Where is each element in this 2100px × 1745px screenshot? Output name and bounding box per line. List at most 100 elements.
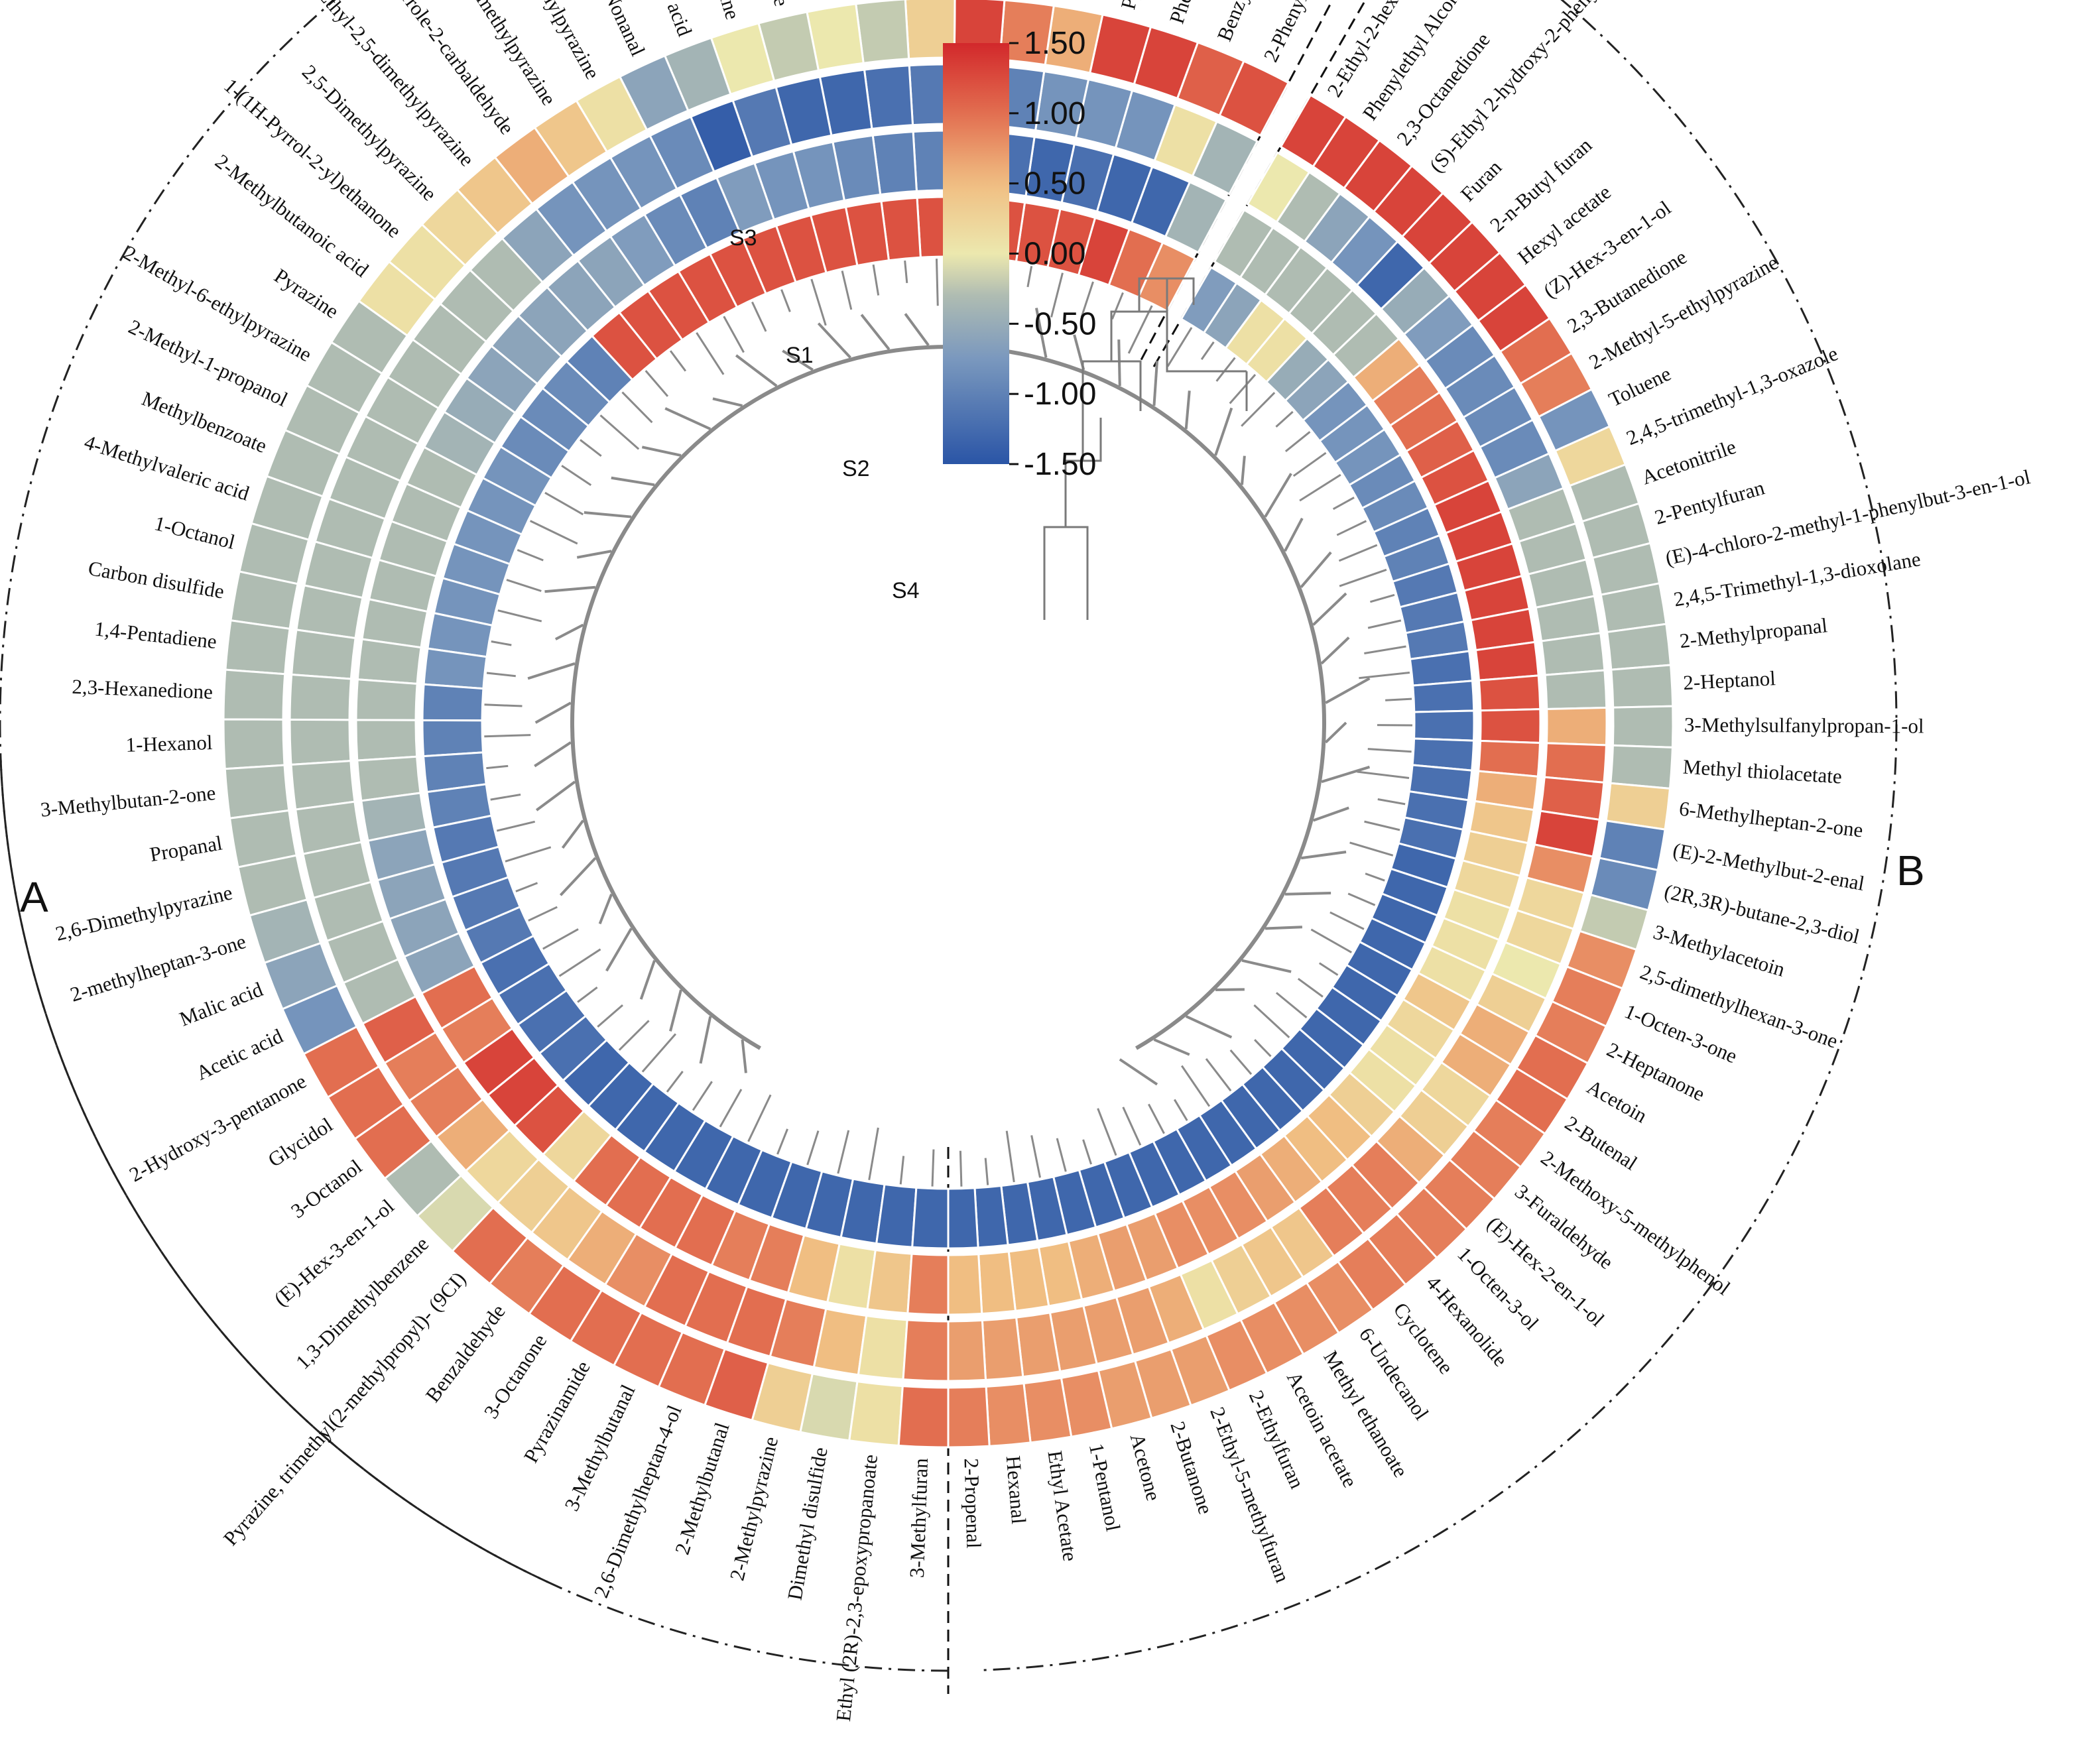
dendro-branch	[1284, 517, 1304, 552]
dendro-branch	[534, 701, 572, 724]
heat-cell-0-S1-28	[290, 629, 357, 680]
dendro-branch	[491, 640, 512, 646]
heat-cell-0-S4-51	[875, 1183, 918, 1248]
dendro-branch	[497, 609, 542, 623]
dendro-branch	[1299, 473, 1341, 502]
heat-cell-0-S4-17	[590, 311, 658, 381]
heat-cell-0-S4-48	[770, 1160, 824, 1231]
heat-cell-0-S1-52	[902, 1319, 950, 1382]
heat-cell-0-S4-14	[677, 253, 739, 324]
heat-cell-0-S1-8	[863, 64, 914, 131]
dendro-branch	[535, 780, 576, 812]
heat-cell-0-S1-43	[530, 1185, 604, 1262]
colorbar: 1.50 1.00 0.50 0.00 -0.50 -1.00 -1.50	[943, 26, 1096, 482]
heat-cell-0-S1-37	[361, 994, 438, 1065]
dendro-branch	[1312, 592, 1347, 626]
dendro-branch	[1364, 820, 1400, 831]
heat-cell-0-S4-31	[422, 751, 487, 794]
heat-cell-0-S3-11	[710, 22, 776, 96]
dendro-branch	[837, 1130, 850, 1174]
heat-cell-0-S2-25	[377, 520, 449, 578]
heat-cell-0-S3-43	[488, 1236, 566, 1315]
heat-cell-0-S1-11	[731, 86, 793, 158]
heat-cell-0-S2-31	[356, 755, 422, 802]
dendro-branch	[1030, 1135, 1041, 1178]
dendro-branch	[806, 1130, 820, 1166]
heat-cell-0-S3-8	[855, 0, 910, 64]
compound-label: 2-Pentylfuran	[1652, 475, 1767, 529]
heat-cell-0-S4-24	[452, 509, 523, 566]
dendro-branch	[1365, 873, 1385, 882]
heat-cell-0-S3-28	[224, 619, 291, 676]
heat-cell-0-S2-44	[604, 1156, 672, 1230]
heat-cell-0-S2-22	[422, 410, 497, 477]
heat-cell-0-S1-0	[1191, 120, 1259, 196]
heat-cell-0-S3-39	[353, 1103, 433, 1180]
heat-cell-0-S1-38	[383, 1030, 460, 1103]
heat-cell-0-S1-17	[501, 208, 576, 284]
compound-label: 2-Methylbutanal	[670, 1419, 734, 1557]
dendro-branch	[841, 271, 853, 310]
dendro-branch	[1080, 281, 1094, 318]
heat-cell-0-S1-40	[434, 1097, 511, 1173]
dendro-branch	[528, 906, 558, 922]
heat-cell-0-S4-44	[643, 1101, 707, 1173]
dendro-branch	[486, 672, 516, 678]
heat-cell-0-S2-16	[576, 235, 646, 309]
dendro-branch	[1034, 308, 1048, 358]
dendro-branch	[666, 1071, 684, 1093]
heat-cell-0-S4-38	[497, 962, 568, 1026]
heat-cell-0-S1-1	[1153, 103, 1219, 178]
heat-cell-0-S1-21	[386, 338, 463, 410]
compound-label: 2-Methylpyrazine	[725, 1434, 782, 1583]
dendro-branch	[1300, 850, 1347, 860]
heat-cell-0-S1-39	[408, 1065, 485, 1138]
heat-cell-0-S1-31	[290, 760, 356, 811]
dendro-branch	[1241, 959, 1292, 973]
heat-cell-0-S2-28	[356, 638, 422, 685]
heat-cell-0-S4-49	[804, 1170, 855, 1239]
heat-cell-0-S2-18	[517, 285, 589, 359]
dendro-branch	[1284, 891, 1331, 896]
compound-label: (E)-Hex-2-en-1-ol	[1483, 1212, 1609, 1331]
ring-label-S3: S3	[729, 225, 757, 251]
heat-cell-0-S2-45	[638, 1175, 704, 1250]
heat-cell-0-S4-34	[440, 845, 510, 898]
heat-cell-1-S3-17	[1610, 664, 1674, 709]
dendro-branch	[484, 734, 531, 738]
group-label-B: B	[1896, 847, 1925, 894]
compound-label: 3-Methylsulfanylpropan-1-ol	[1684, 713, 1924, 737]
dendro-branch	[1329, 911, 1365, 930]
dendro-branch	[618, 1020, 650, 1051]
heat-cell-0-S4-32	[426, 783, 493, 829]
heat-cell-0-S1-12	[689, 99, 754, 173]
heat-cell-0-S4-41	[562, 1038, 631, 1108]
dendro-branch	[496, 820, 535, 832]
heat-cell-0-S1-48	[725, 1285, 788, 1358]
dendro-branch	[506, 579, 542, 592]
dendro-branch	[1349, 841, 1394, 857]
compound-label: 2,5-Dimethylpyrazine	[298, 60, 442, 206]
heat-cell-0-S1-29	[288, 673, 353, 721]
dendro-branch	[1254, 1039, 1272, 1057]
dendro-branch	[1253, 1004, 1290, 1038]
heat-cell-1-S3-19	[1609, 744, 1674, 790]
heat-cell-0-S1-4	[1034, 70, 1090, 139]
heat-cell-0-S3-14	[575, 75, 649, 154]
heat-cell-0-S3-20	[357, 260, 437, 337]
heat-cell-1-S1-18	[1545, 706, 1608, 747]
heat-cell-0-S1-20	[411, 302, 488, 376]
dendro-branch	[868, 1127, 879, 1181]
dendro-branch	[1050, 272, 1064, 318]
compound-label: 2-Butanone	[1166, 1419, 1217, 1517]
heat-cell-0-S1-19	[438, 269, 515, 343]
heat-cell-1-S2-18	[1479, 708, 1542, 745]
heat-cell-0-S2-48	[748, 1223, 806, 1294]
dendro-branch	[904, 260, 908, 284]
dendro-branch	[776, 1128, 788, 1155]
dendro-branch	[904, 313, 930, 346]
dendro-branch	[872, 264, 880, 296]
heat-cell-0-S3-38	[326, 1065, 406, 1140]
compound-label: 2-Methylpropanal	[1678, 613, 1828, 652]
